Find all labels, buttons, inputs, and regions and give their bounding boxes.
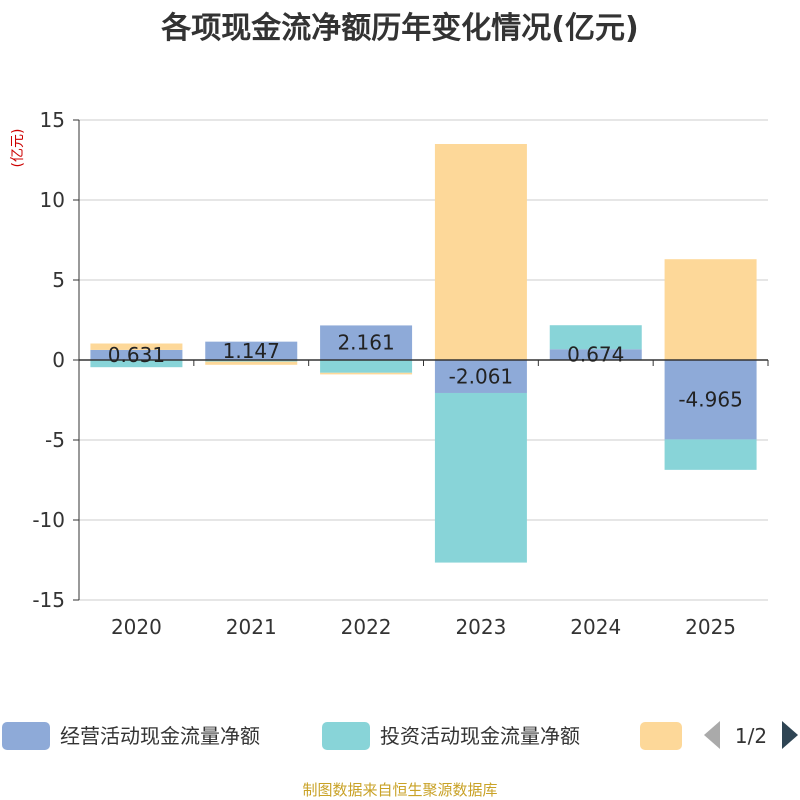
y-axis-unit: (亿元) (10, 129, 26, 168)
y-tick-label: -5 (45, 428, 65, 452)
bar-operating-2022 (320, 325, 413, 360)
x-tick-label: 2025 (685, 615, 736, 639)
bar-operating-2023 (434, 360, 527, 393)
y-tick-label: 5 (52, 268, 65, 292)
x-tick-label: 2021 (226, 615, 277, 639)
legend-swatch-third[interactable] (640, 722, 682, 750)
bar-third-2021 (205, 361, 298, 365)
bar-investing-2021 (205, 360, 298, 362)
legend-label-operating[interactable]: 经营活动现金流量净额 (60, 724, 260, 748)
legend-prev-page-icon[interactable] (704, 721, 720, 749)
bar-investing-2024 (549, 325, 642, 350)
x-tick-label: 2024 (570, 615, 621, 639)
legend-next-page-icon[interactable] (782, 721, 798, 749)
legend-page-indicator: 1/2 (735, 724, 767, 748)
legend-swatch-operating[interactable] (2, 722, 50, 750)
bar-investing-2022 (320, 360, 413, 373)
bar-investing-2025 (664, 439, 757, 470)
bar-third-2022 (320, 372, 413, 375)
y-axis-ticks: 15 10 5 0 -5 -10 -15 (32, 108, 79, 612)
legend-swatch-investing[interactable] (322, 722, 370, 750)
y-tick-label: 15 (40, 108, 65, 132)
bar-investing-2020 (90, 360, 183, 368)
legend: 经营活动现金流量净额 投资活动现金流量净额 1/2 (2, 721, 798, 750)
data-label: 0.674 (567, 343, 624, 367)
bar-third-2025 (664, 259, 757, 360)
bar-investing-2023 (434, 392, 527, 563)
data-label: 1.147 (223, 339, 280, 363)
bar-third-2023 (434, 144, 527, 360)
data-label: 2.161 (337, 331, 394, 355)
data-label: -2.061 (449, 364, 513, 388)
bar-operating-2021 (205, 341, 298, 360)
chart-title: 各项现金流净额历年变化情况(亿元) (160, 11, 638, 46)
data-label: -4.965 (678, 388, 742, 412)
y-tick-label: -10 (32, 508, 65, 532)
x-tick-label: 2023 (455, 615, 506, 639)
bar-operating-2024 (549, 349, 642, 360)
legend-label-investing[interactable]: 投资活动现金流量净额 (380, 724, 580, 748)
bar-operating-2020 (90, 349, 183, 360)
y-tick-label: -15 (32, 588, 65, 612)
bar-third-2020 (90, 343, 183, 350)
x-tick-label: 2022 (341, 615, 392, 639)
bar-operating-2025 (664, 360, 757, 440)
x-tick-label: 2020 (111, 615, 162, 639)
x-axis-ticks: 2020 2021 2022 2023 2024 2025 (111, 615, 736, 639)
y-tick-label: 10 (40, 188, 65, 212)
source-note: 制图数据来自恒生聚源数据库 (302, 781, 497, 799)
y-tick-label: 0 (52, 348, 65, 372)
data-labels: 0.631 1.147 2.161 -2.061 0.674 -4.965 (108, 331, 743, 412)
data-label: 0.631 (108, 343, 165, 367)
bars (90, 144, 757, 563)
axes (78, 120, 769, 600)
